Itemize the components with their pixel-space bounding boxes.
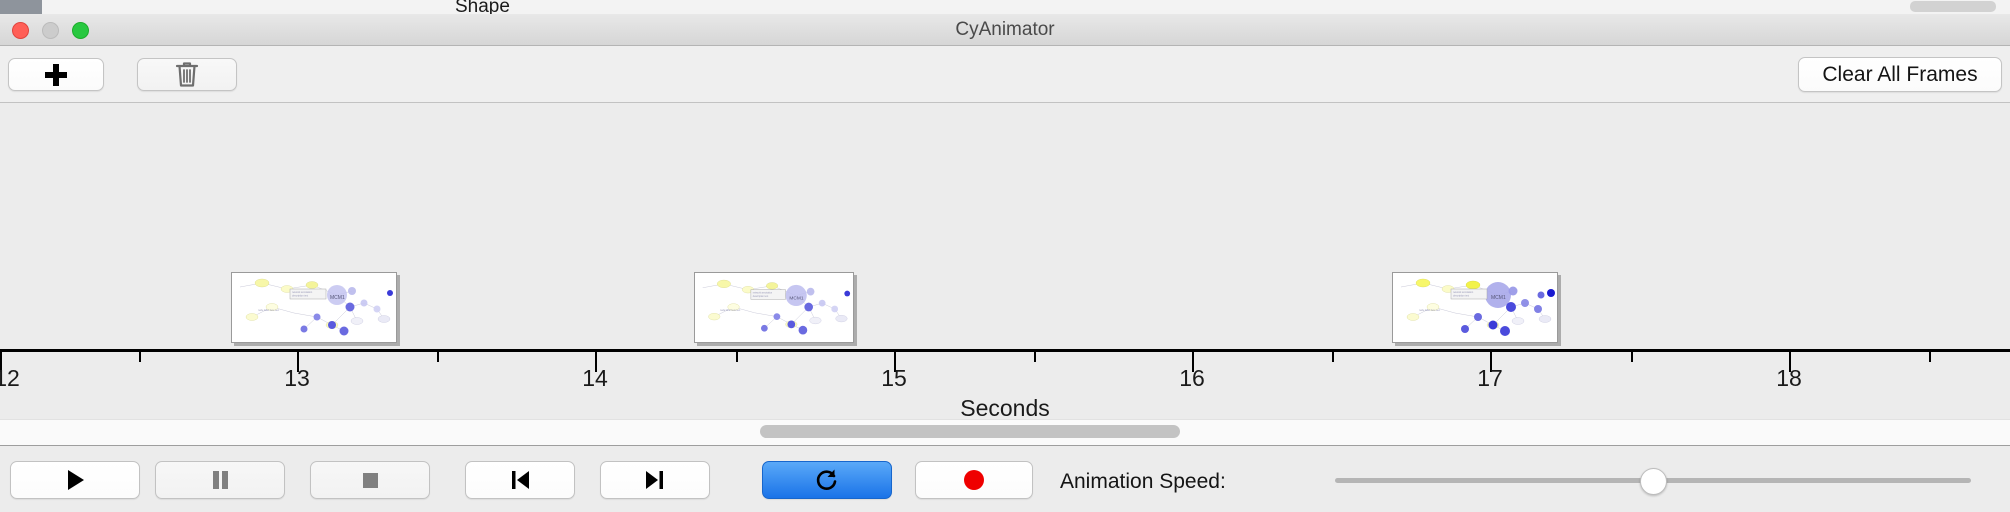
- axis-tick-minor: [139, 352, 141, 362]
- background-tab: [630, 0, 751, 14]
- frames-area[interactable]: network annotation description text node…: [0, 103, 2010, 349]
- axis-tick-major: [595, 352, 597, 372]
- axis-tick-major: [297, 352, 299, 372]
- background-scrollbar: [1910, 1, 1996, 12]
- background-tab: [910, 0, 1111, 14]
- add-frame-button[interactable]: [8, 58, 104, 91]
- background-tab: [42, 0, 193, 14]
- svg-text:network annotation: network annotation: [753, 292, 773, 295]
- axis-tick-minor: [1631, 352, 1633, 362]
- background-label: Shape: [455, 0, 510, 14]
- axis-tick-minor: [1929, 352, 1931, 362]
- loop-button[interactable]: [762, 461, 892, 499]
- axis-tick-label: 12: [0, 365, 20, 391]
- svg-text:network annotation: network annotation: [1453, 291, 1474, 294]
- network-thumbnail-image: network annotation description text node…: [695, 274, 853, 341]
- background-tab: [1110, 0, 1311, 14]
- stop-icon: [363, 473, 378, 488]
- svg-text:MCM1: MCM1: [1491, 295, 1506, 301]
- axis-tick-major: [1192, 352, 1194, 372]
- pause-icon: [213, 471, 228, 489]
- skip-back-icon: [512, 471, 529, 489]
- close-button[interactable]: [12, 22, 29, 39]
- minimize-button[interactable]: [42, 22, 59, 39]
- axis-tick-minor: [736, 352, 738, 362]
- clear-all-frames-label: Clear All Frames: [1822, 62, 1978, 86]
- svg-text:MCM1: MCM1: [789, 295, 803, 301]
- axis-title: Seconds: [960, 395, 1050, 421]
- stop-button[interactable]: [310, 461, 430, 499]
- title-bar: CyAnimator: [0, 14, 2010, 46]
- axis-tick-minor: [1332, 352, 1334, 362]
- axis-tick-label: 16: [1179, 365, 1205, 391]
- axis-tick-major: [0, 352, 2, 372]
- plus-icon: [45, 63, 67, 86]
- axis-tick-label: 14: [582, 365, 608, 391]
- svg-text:network annotation: network annotation: [292, 291, 313, 294]
- background-tab: [1310, 0, 1581, 14]
- frame-thumbnail[interactable]: network annotation description text node…: [231, 272, 397, 343]
- loop-icon: [816, 469, 837, 490]
- svg-text:node label here text: node label here text: [720, 309, 741, 312]
- cyanimator-window: CyAnimator Clear All Frames: [0, 14, 2010, 512]
- play-button[interactable]: [10, 461, 140, 499]
- svg-text:node label here text: node label here text: [258, 309, 279, 312]
- svg-text:description text: description text: [292, 295, 308, 298]
- animation-speed-label: Animation Speed:: [1060, 470, 1226, 493]
- axis-tick-major: [1490, 352, 1492, 372]
- record-button[interactable]: [915, 461, 1033, 499]
- svg-text:MCM1: MCM1: [330, 295, 345, 301]
- record-icon: [964, 470, 984, 490]
- background-app-strip: Shape: [0, 0, 2010, 14]
- play-icon: [68, 470, 84, 490]
- axis-tick-label: 13: [284, 365, 310, 391]
- network-thumbnail-image: network annotation description text node…: [232, 273, 396, 342]
- pause-button[interactable]: [155, 461, 285, 499]
- background-tab: [1580, 0, 2010, 14]
- axis-tick-major: [894, 352, 896, 372]
- svg-text:description text: description text: [1453, 295, 1469, 298]
- frame-thumbnail[interactable]: network annotation description text node…: [694, 272, 854, 343]
- axis-tick-major: [1789, 352, 1791, 372]
- delete-frame-button[interactable]: [137, 58, 237, 91]
- background-dark-block: [0, 0, 42, 14]
- network-thumbnail-image: network annotation description text node…: [1393, 273, 1557, 342]
- frame-thumbnail[interactable]: network annotation description text node…: [1392, 272, 1558, 343]
- background-tab: [750, 0, 911, 14]
- svg-text:description text: description text: [753, 295, 769, 298]
- background-tab: [192, 0, 341, 14]
- axis-tick-label: 15: [881, 365, 907, 391]
- timeline-scrollbar-thumb[interactable]: [760, 425, 1180, 438]
- svg-text:node label here text: node label here text: [1419, 309, 1440, 312]
- toolbar: Clear All Frames: [0, 46, 2010, 103]
- skip-back-button[interactable]: [465, 461, 575, 499]
- axis-tick-minor: [437, 352, 439, 362]
- skip-forward-icon: [646, 471, 663, 489]
- axis-tick-minor: [1034, 352, 1036, 362]
- timeline-panel[interactable]: network annotation description text node…: [0, 103, 2010, 445]
- timeline-scrollbar-track[interactable]: [0, 419, 2010, 445]
- animation-speed-slider-thumb[interactable]: [1640, 468, 1667, 495]
- clear-all-frames-button[interactable]: Clear All Frames: [1798, 57, 2002, 92]
- maximize-button[interactable]: [72, 22, 89, 39]
- axis-tick-label: 17: [1477, 365, 1503, 391]
- playback-bar: Animation Speed:: [0, 445, 2010, 512]
- skip-forward-button[interactable]: [600, 461, 710, 499]
- trash-icon: [175, 62, 199, 87]
- timeline-axis: [0, 349, 2010, 352]
- window-title: CyAnimator: [955, 19, 1055, 40]
- axis-tick-label: 18: [1776, 365, 1802, 391]
